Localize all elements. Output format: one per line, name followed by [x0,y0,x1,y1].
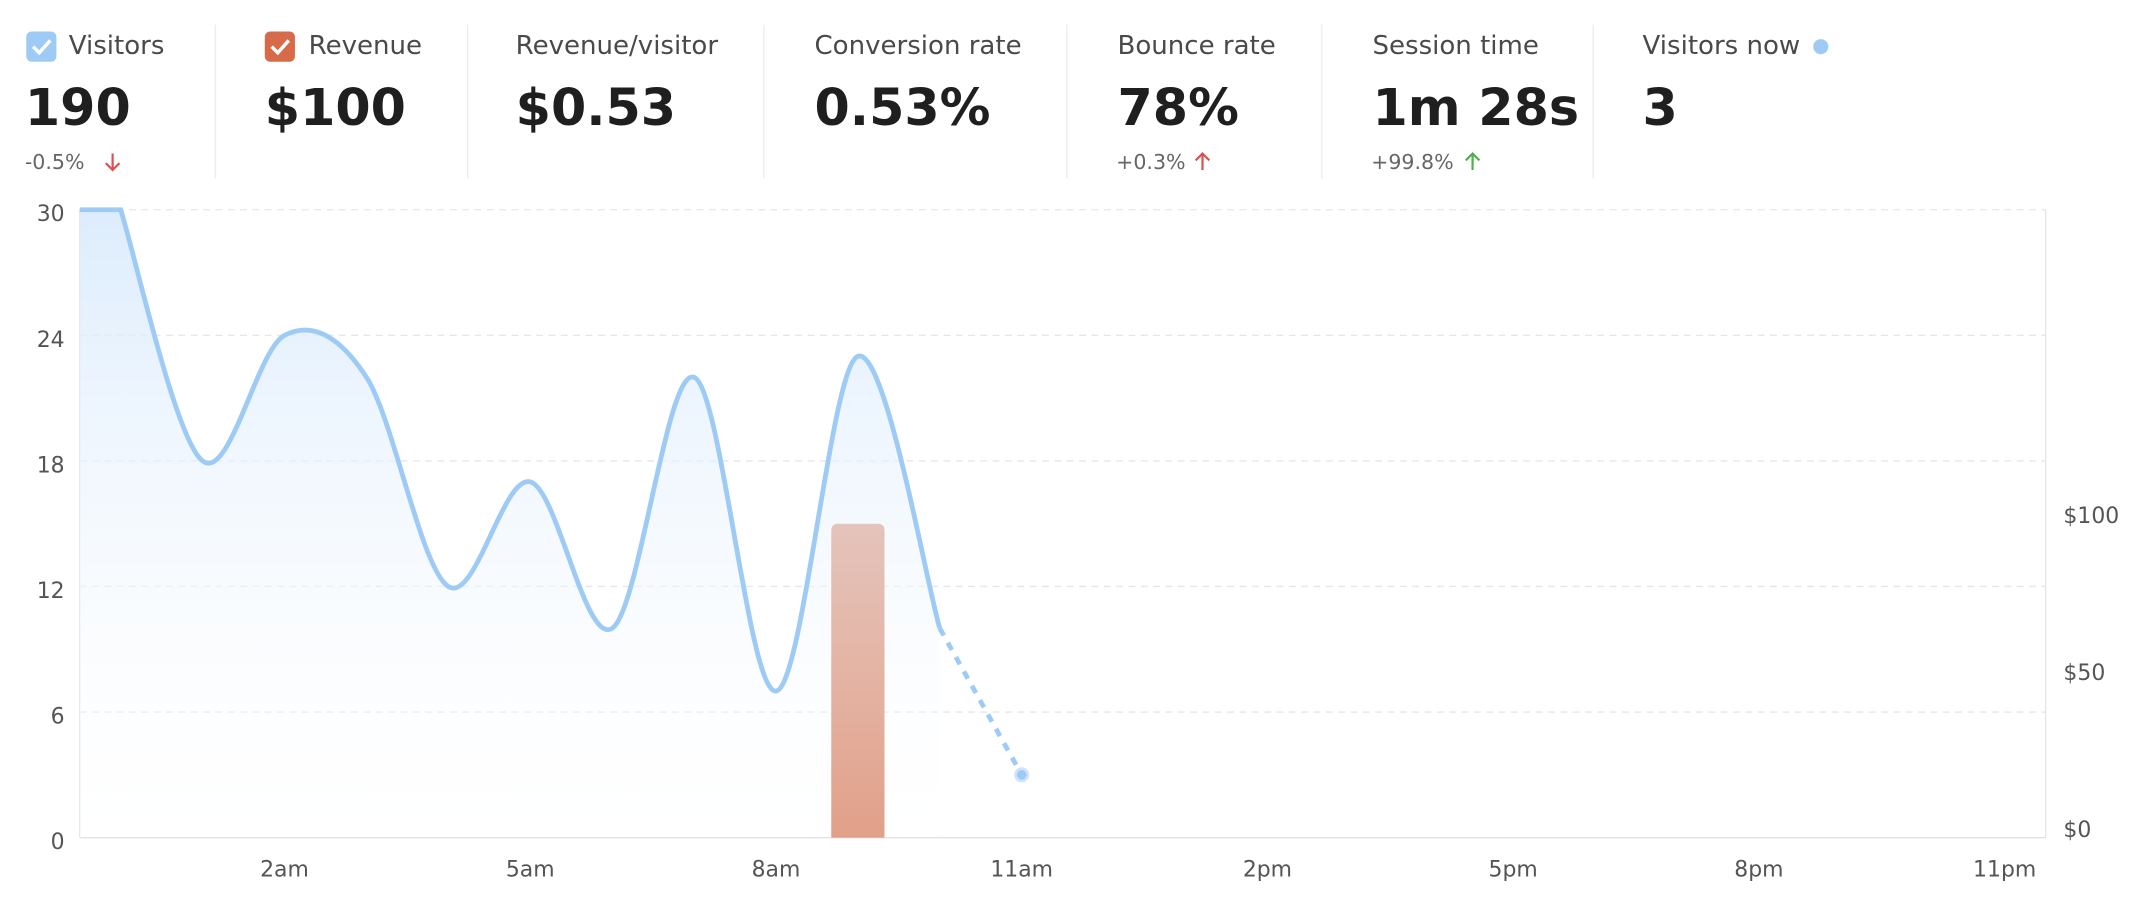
metric-value: 0.53% [815,78,991,137]
line-incomplete [937,627,1024,777]
metric-change: -0.5% [25,150,85,174]
metric-change: +99.8% [1371,150,1453,174]
y2-tick-label: $0 [2063,818,2091,843]
y2-tick-label: $100 [2063,504,2119,529]
checkbox[interactable] [264,31,295,62]
plot: 0 6 12 18 24 30 $0 $50 $100 2am 5am 8am 11am 2pm 5pm 8p… [37,202,2120,882]
metric-label: Visitors now [1643,31,1801,61]
x-tick-label: 2am [260,858,309,883]
y-tick-label: 24 [37,328,65,353]
y-tick-label: 12 [37,579,65,604]
check-icon [31,39,52,56]
arrow-down [104,153,121,172]
metric-value: 190 [25,78,131,137]
x-tick-label: 8am [752,858,801,883]
metric-label: Revenue [309,31,422,61]
metric-label: Visitors [69,31,165,61]
x-tick-label: 11pm [1973,858,2036,883]
metric-value: 1m 28s [1372,78,1579,137]
current-point [1014,767,1030,783]
line [79,207,943,694]
checkbox[interactable] [26,31,57,62]
y2-tick-label: $50 [2063,661,2105,686]
metric-change: +0.3% [1116,150,1185,174]
metric-label: Bounce rate [1117,31,1275,61]
x-tick-label: 11am [990,858,1053,883]
check-icon [270,39,291,56]
x-tick-label: 5pm [1489,858,1538,883]
metric-label: Session time [1372,31,1538,61]
arrow-up [1194,151,1211,170]
metric-label: Conversion rate [815,31,1022,61]
metric-value: 78% [1117,78,1238,137]
y-tick-label: 6 [51,705,65,730]
x-tick-label: 2pm [1243,858,1292,883]
y-tick-label: 18 [37,453,65,478]
arrow-up [1464,151,1481,170]
y-tick-label: 0 [51,830,65,855]
metric-value: $0.53 [516,78,676,137]
x-tick-label: 8pm [1734,858,1783,883]
metric-value: 3 [1643,78,1678,137]
metric-label: Revenue/visitor [516,31,719,61]
metric-value: $100 [265,78,406,137]
dividers [214,24,1594,179]
live-dot [1813,39,1829,55]
y-tick-label: 30 [37,202,65,227]
area [79,209,940,838]
x-tick-label: 5am [506,858,555,883]
